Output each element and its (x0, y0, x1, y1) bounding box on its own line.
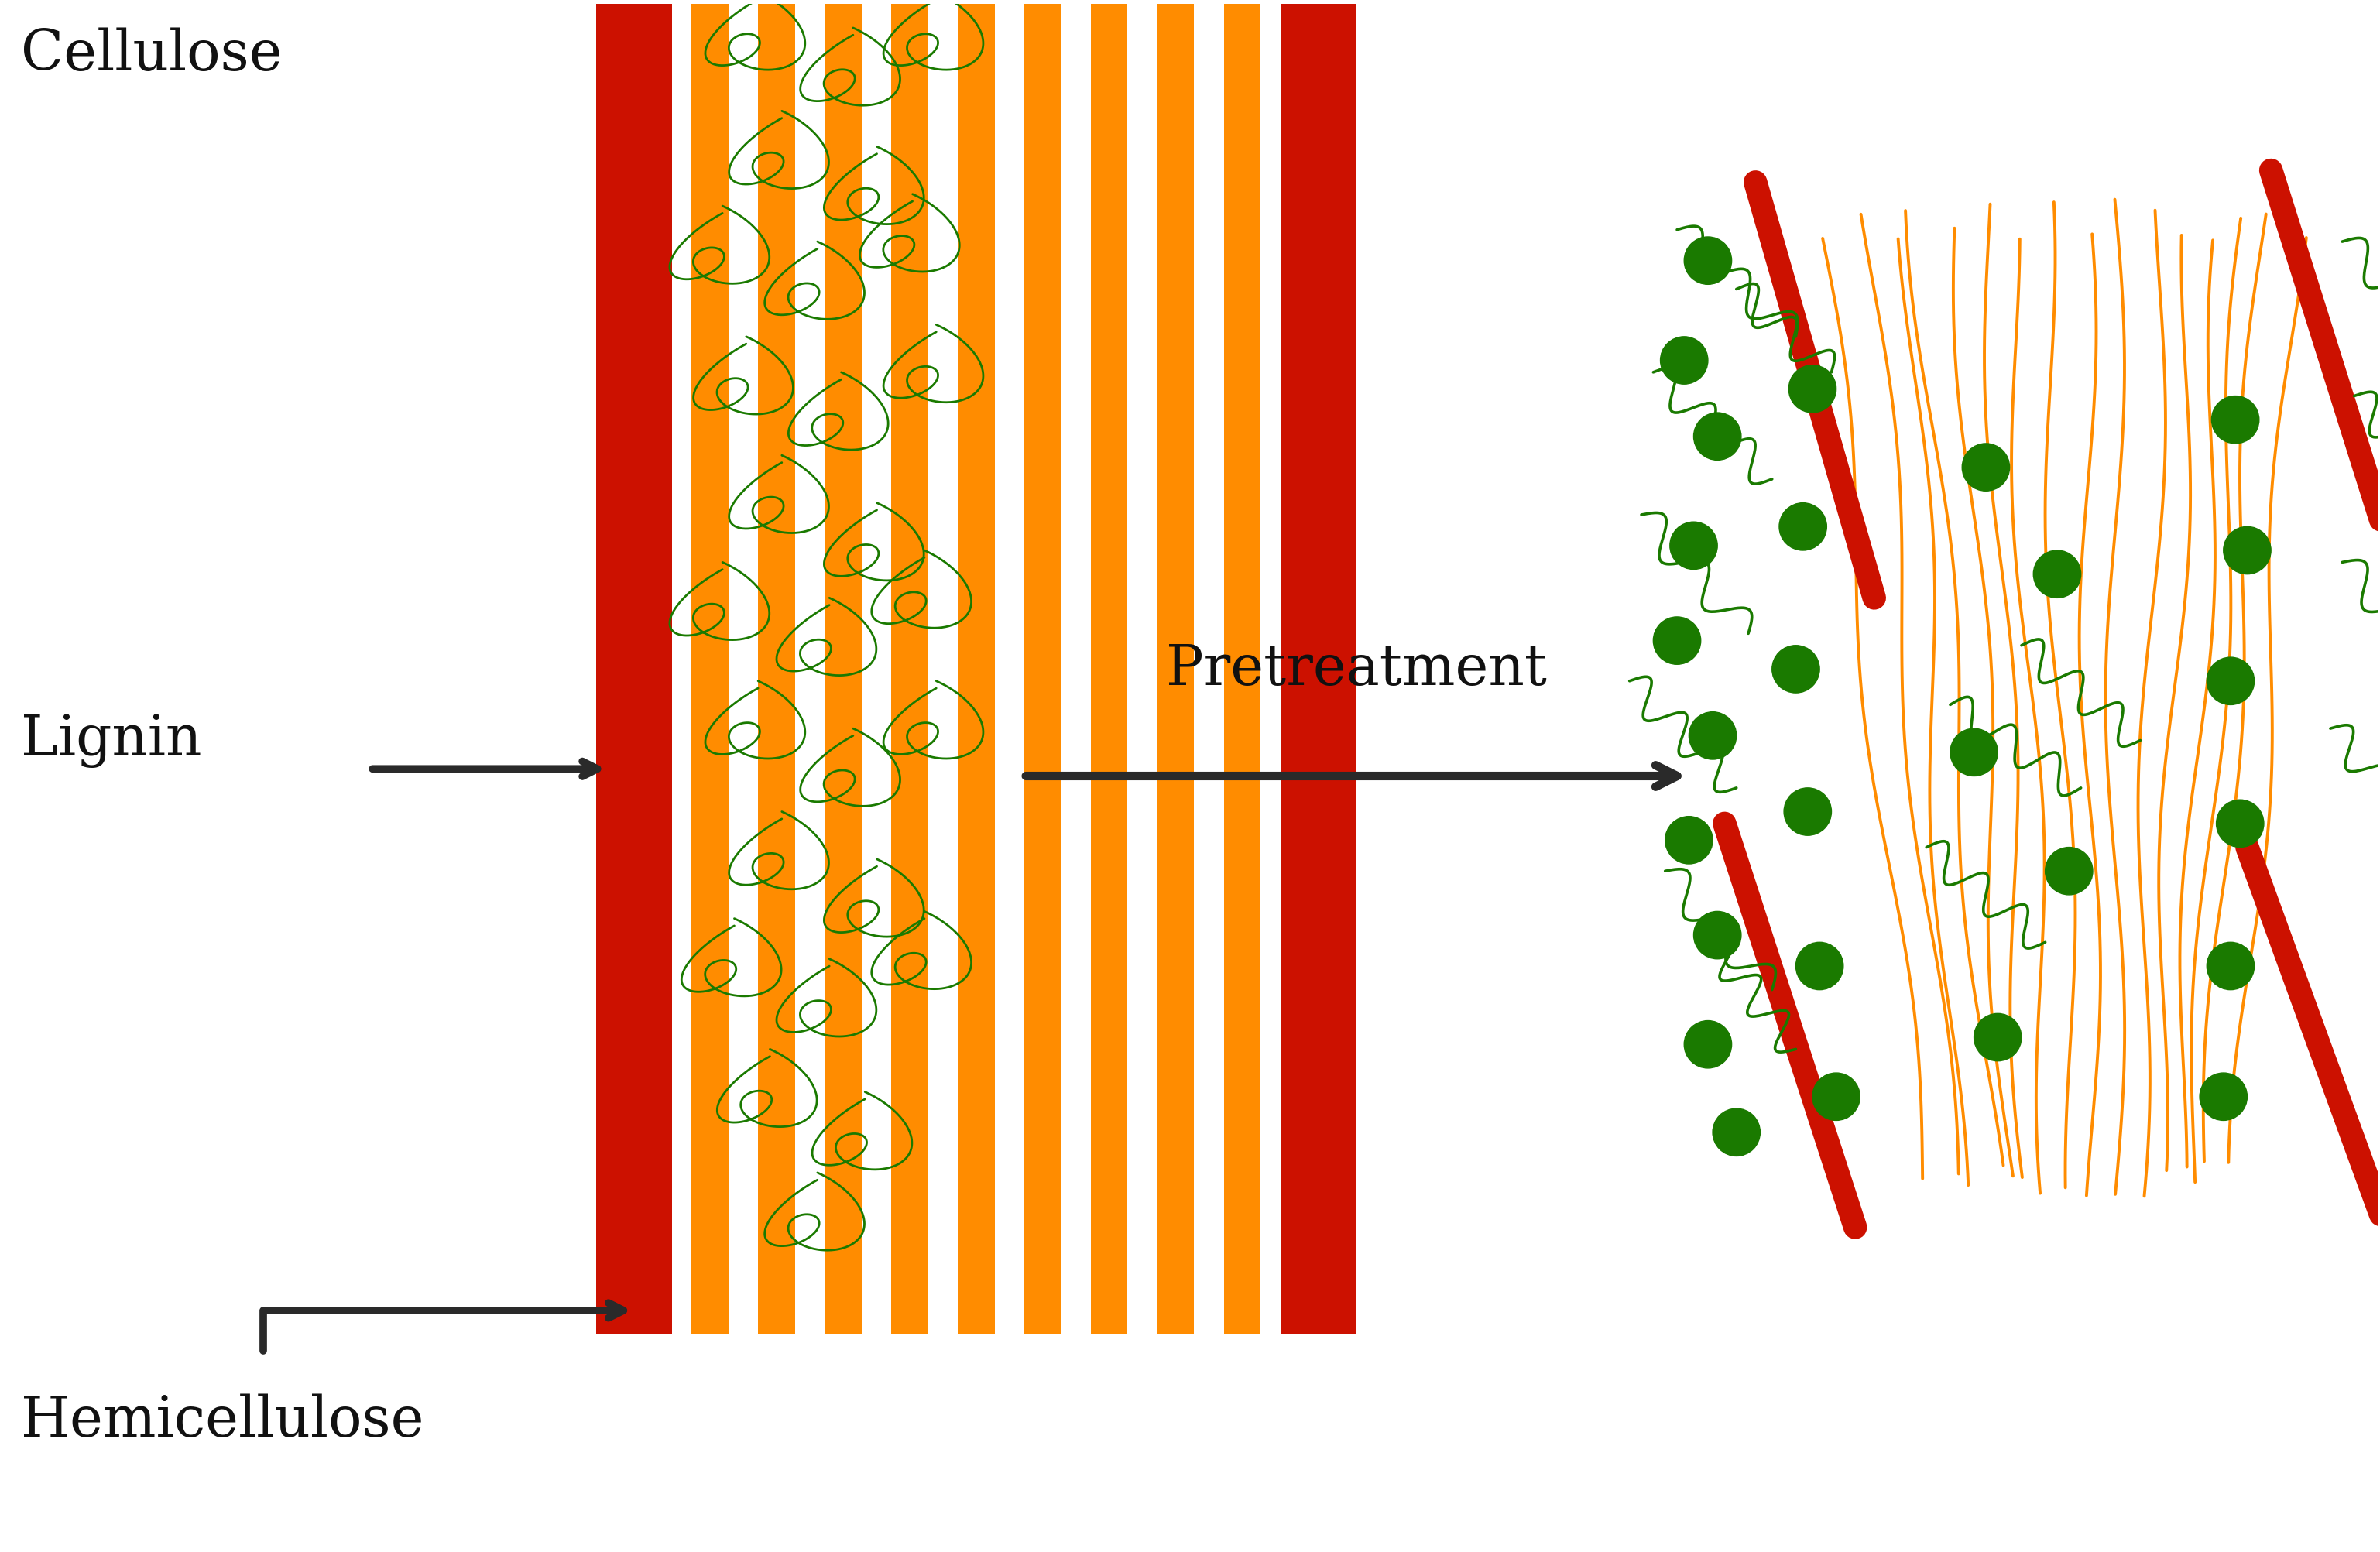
Circle shape (1814, 1072, 1859, 1121)
Circle shape (1961, 444, 2009, 490)
Bar (826, 0, 862, 1335)
Circle shape (1695, 911, 1742, 959)
Circle shape (1773, 646, 1821, 692)
Bar (693, 0, 728, 1335)
Circle shape (1714, 1108, 1761, 1156)
Bar (1090, 0, 1128, 1335)
Circle shape (2206, 942, 2254, 990)
Circle shape (1695, 413, 1742, 459)
Circle shape (2199, 1072, 2247, 1121)
Circle shape (2211, 396, 2259, 444)
Bar (890, 0, 928, 1335)
Text: Cellulose: Cellulose (21, 28, 283, 82)
Bar (1157, 0, 1195, 1335)
Circle shape (1785, 788, 1833, 835)
Circle shape (2216, 799, 2263, 847)
Bar (1290, 0, 1328, 1335)
Bar (957, 0, 995, 1335)
Circle shape (2206, 656, 2254, 705)
Circle shape (1690, 712, 1737, 759)
Text: Pretreatment: Pretreatment (1166, 643, 1547, 697)
Bar (759, 0, 795, 1335)
Circle shape (2033, 551, 2080, 598)
Bar (1023, 0, 1061, 1335)
Bar (1223, 0, 1261, 1335)
Circle shape (1790, 365, 1837, 413)
Circle shape (1654, 616, 1702, 664)
Bar (595, 0, 1357, 1335)
Circle shape (1666, 816, 1714, 864)
Circle shape (1671, 521, 1718, 570)
Circle shape (1949, 728, 1997, 776)
Circle shape (1780, 503, 1828, 551)
Circle shape (2223, 526, 2271, 574)
Bar (626, 0, 662, 1335)
Bar (1280, 0, 1357, 1335)
Circle shape (1685, 1021, 1733, 1068)
Bar (595, 0, 671, 1335)
Circle shape (1797, 942, 1844, 990)
Circle shape (1973, 1013, 2021, 1062)
Text: Lignin: Lignin (21, 712, 202, 768)
Circle shape (1685, 237, 1733, 284)
Text: Hemicellulose: Hemicellulose (21, 1394, 424, 1448)
Circle shape (1661, 337, 1709, 383)
Circle shape (2044, 847, 2092, 896)
